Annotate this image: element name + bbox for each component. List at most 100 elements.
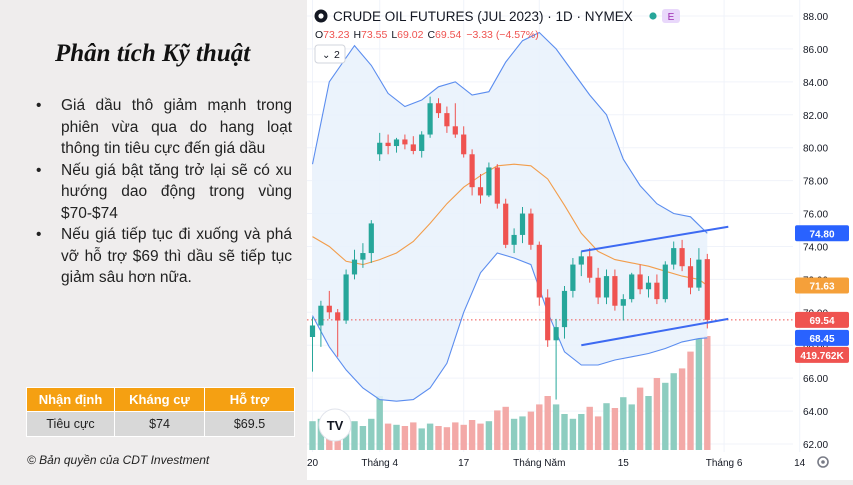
volume-bar (678, 368, 686, 450)
copyright-text: © Bản quyền của CDT Investment (27, 453, 210, 467)
ohlc-readout: O73.23 H73.55 L69.02 C69.54 −3.33 (−4.57%) (315, 29, 539, 41)
volume-bar (527, 411, 535, 450)
cell-resistance: $74 (114, 411, 205, 437)
y-tick-label: 74.00 (803, 242, 828, 253)
indicator-count: 2 (334, 49, 340, 61)
volume-bar (561, 414, 568, 450)
svg-text:TV: TV (327, 418, 344, 433)
candle-body (671, 248, 677, 265)
candle-body (511, 234, 517, 245)
candle-body (637, 274, 643, 290)
trend-channel-line (581, 317, 729, 347)
bollinger-middle-line (312, 163, 708, 286)
volume-bar (384, 423, 392, 450)
volume-bar (510, 418, 518, 450)
volume-bar (628, 404, 635, 450)
volume-bar (695, 338, 703, 450)
candles (309, 96, 710, 400)
candle-body (503, 203, 509, 245)
price-tags: 74.80 71.63 69.54 68.45 419.762K (795, 225, 849, 363)
lower-band-tag-label: 68.45 (809, 334, 834, 345)
volume-bar (586, 406, 593, 450)
y-tick-label: 62.00 (803, 440, 828, 451)
event-badge-label: E (668, 12, 675, 23)
cell-assessment: Tiêu cực (26, 411, 115, 437)
volume-bar (519, 416, 526, 450)
candle-body (444, 113, 450, 127)
trend-channel-line (581, 225, 729, 253)
volume-bar (704, 336, 711, 450)
volume-bar (645, 396, 652, 450)
volume-bar (636, 387, 644, 450)
chevron-down-icon: ⌄ (322, 50, 330, 61)
y-tick-label: 82.00 (803, 111, 828, 122)
volume-bar (477, 423, 484, 450)
volume-bar (376, 396, 383, 450)
candle-body (687, 266, 694, 288)
volume-bar (578, 414, 585, 450)
candle-body (385, 142, 391, 147)
volume-bar (687, 351, 694, 450)
volume-bar (494, 410, 501, 450)
last-price-tag (795, 311, 849, 328)
table-header-row: Nhận định Kháng cự Hỗ trợ (26, 387, 295, 412)
volume-bar (452, 422, 459, 450)
x-tick-label: 14 (794, 458, 806, 469)
candle-body (402, 139, 408, 145)
bollinger-lower-line (312, 252, 708, 402)
gear-icon[interactable] (817, 456, 829, 468)
candle-body (343, 274, 349, 321)
upper-band-tag (795, 225, 849, 242)
price-chart-svg[interactable]: 62.0064.0066.0068.0070.0072.0074.0076.00… (307, 0, 853, 480)
candle-body (645, 282, 652, 290)
volume-bar (569, 418, 577, 450)
candle-body (679, 248, 685, 267)
candle-body (654, 282, 660, 300)
volume-bar (603, 403, 610, 450)
volume-bar (552, 404, 560, 450)
volume-bar (670, 373, 677, 450)
candle-body (519, 213, 526, 235)
bollinger-fill (312, 32, 708, 402)
y-tick-label: 64.00 (803, 407, 828, 418)
indicator-toggle-button[interactable] (314, 44, 346, 64)
y-tick-label: 80.00 (803, 144, 828, 155)
volume-bar (611, 408, 619, 450)
volume-bar (594, 416, 602, 450)
candle-body (696, 259, 702, 288)
candle-body (309, 325, 316, 337)
candle-body (318, 305, 324, 326)
candle-body (477, 187, 484, 196)
tradingview-chart[interactable]: 62.0064.0066.0068.0070.0072.0074.0076.00… (307, 0, 853, 480)
event-badge[interactable] (662, 9, 680, 23)
volume-bar (393, 424, 400, 450)
volume-bar (435, 426, 442, 450)
middle-band-tag (795, 277, 849, 294)
bullet-item: Nếu giá tiếp tục đi xuống và phá vỡ hỗ t… (30, 224, 292, 289)
candle-body (435, 103, 442, 114)
candle-body (536, 244, 542, 298)
x-tick-label: 20 (307, 458, 318, 469)
candle-body (452, 126, 458, 135)
candle-body (561, 290, 568, 328)
channel-lines[interactable] (581, 225, 729, 347)
candle-body (528, 213, 534, 245)
candle-body (360, 253, 366, 260)
volume-bar (401, 426, 409, 450)
candle-body (469, 154, 475, 188)
table-row: Tiêu cực $74 $69.5 (26, 411, 295, 437)
y-tick-label: 68.00 (803, 341, 828, 352)
candle-body (427, 103, 433, 135)
volume-bar (351, 421, 358, 450)
header-support: Hỗ trợ (204, 387, 295, 412)
symbol-title[interactable]: CRUDE OIL FUTURES (JUL 2023) · 1D · NYME… (333, 9, 633, 24)
volume-bar (468, 420, 476, 450)
tradingview-logo-icon[interactable]: TV (318, 408, 352, 442)
market-status-dot (649, 12, 657, 20)
candle-body (335, 312, 341, 321)
upper-band-tag-label: 74.80 (809, 229, 834, 240)
candle-body (377, 142, 383, 155)
y-tick-label: 78.00 (803, 177, 828, 188)
candle-body (461, 134, 467, 155)
volume-bar (426, 423, 434, 450)
